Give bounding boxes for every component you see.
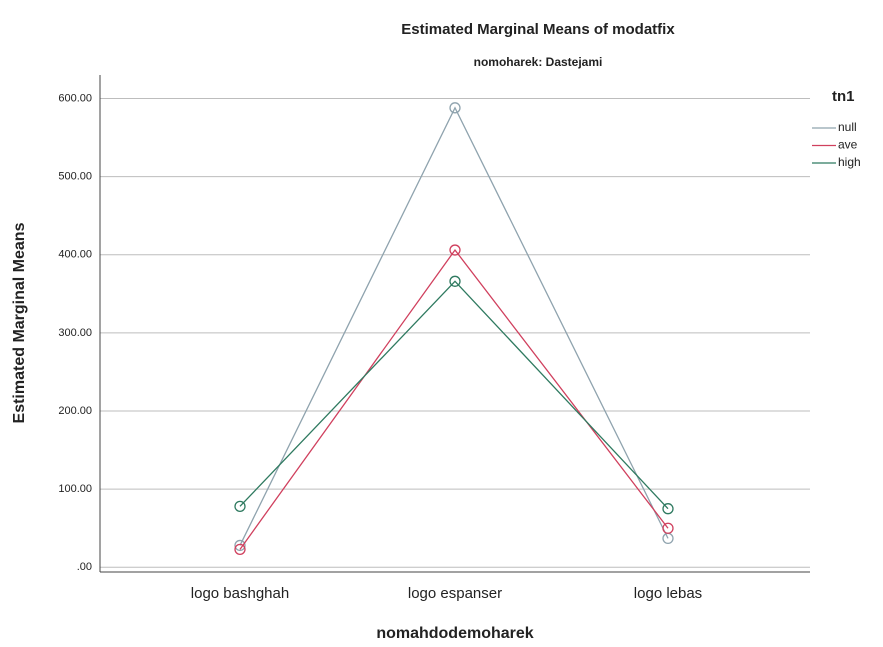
y-tick-label: .00 (77, 561, 92, 573)
point-marker (449, 102, 461, 114)
legend-label: high (838, 155, 861, 169)
y-axis-label: Estimated Marginal Means (11, 222, 28, 423)
y-tick-label: 300.00 (58, 327, 92, 339)
y-tick-label: 400.00 (58, 249, 92, 261)
point-marker (662, 503, 674, 515)
x-tick-label: logo lebas (634, 585, 702, 602)
x-axis-label: nomahdodemoharek (376, 625, 533, 642)
point-marker (449, 244, 461, 256)
legend-label: ave (838, 138, 858, 152)
point-marker (662, 522, 674, 534)
chart-title: Estimated Marginal Means of modatfix (401, 21, 675, 38)
point-marker (234, 500, 246, 513)
legend-title: tn1 (832, 88, 855, 105)
series-line (239, 280, 669, 510)
chart-subtitle: nomoharek: Dastejami (474, 55, 603, 69)
point-marker (234, 539, 246, 552)
series-line (239, 106, 669, 546)
y-tick-label: 200.00 (58, 405, 92, 417)
series-line (239, 248, 669, 550)
legend-label: null (838, 120, 857, 134)
x-tick-label: logo espanser (408, 585, 502, 602)
y-tick-label: 600.00 (58, 92, 92, 104)
x-tick-label: logo bashghah (191, 585, 289, 602)
y-tick-label: 500.00 (58, 170, 92, 182)
y-tick-label: 100.00 (58, 483, 92, 495)
point-marker (234, 543, 246, 555)
point-marker (449, 275, 461, 287)
